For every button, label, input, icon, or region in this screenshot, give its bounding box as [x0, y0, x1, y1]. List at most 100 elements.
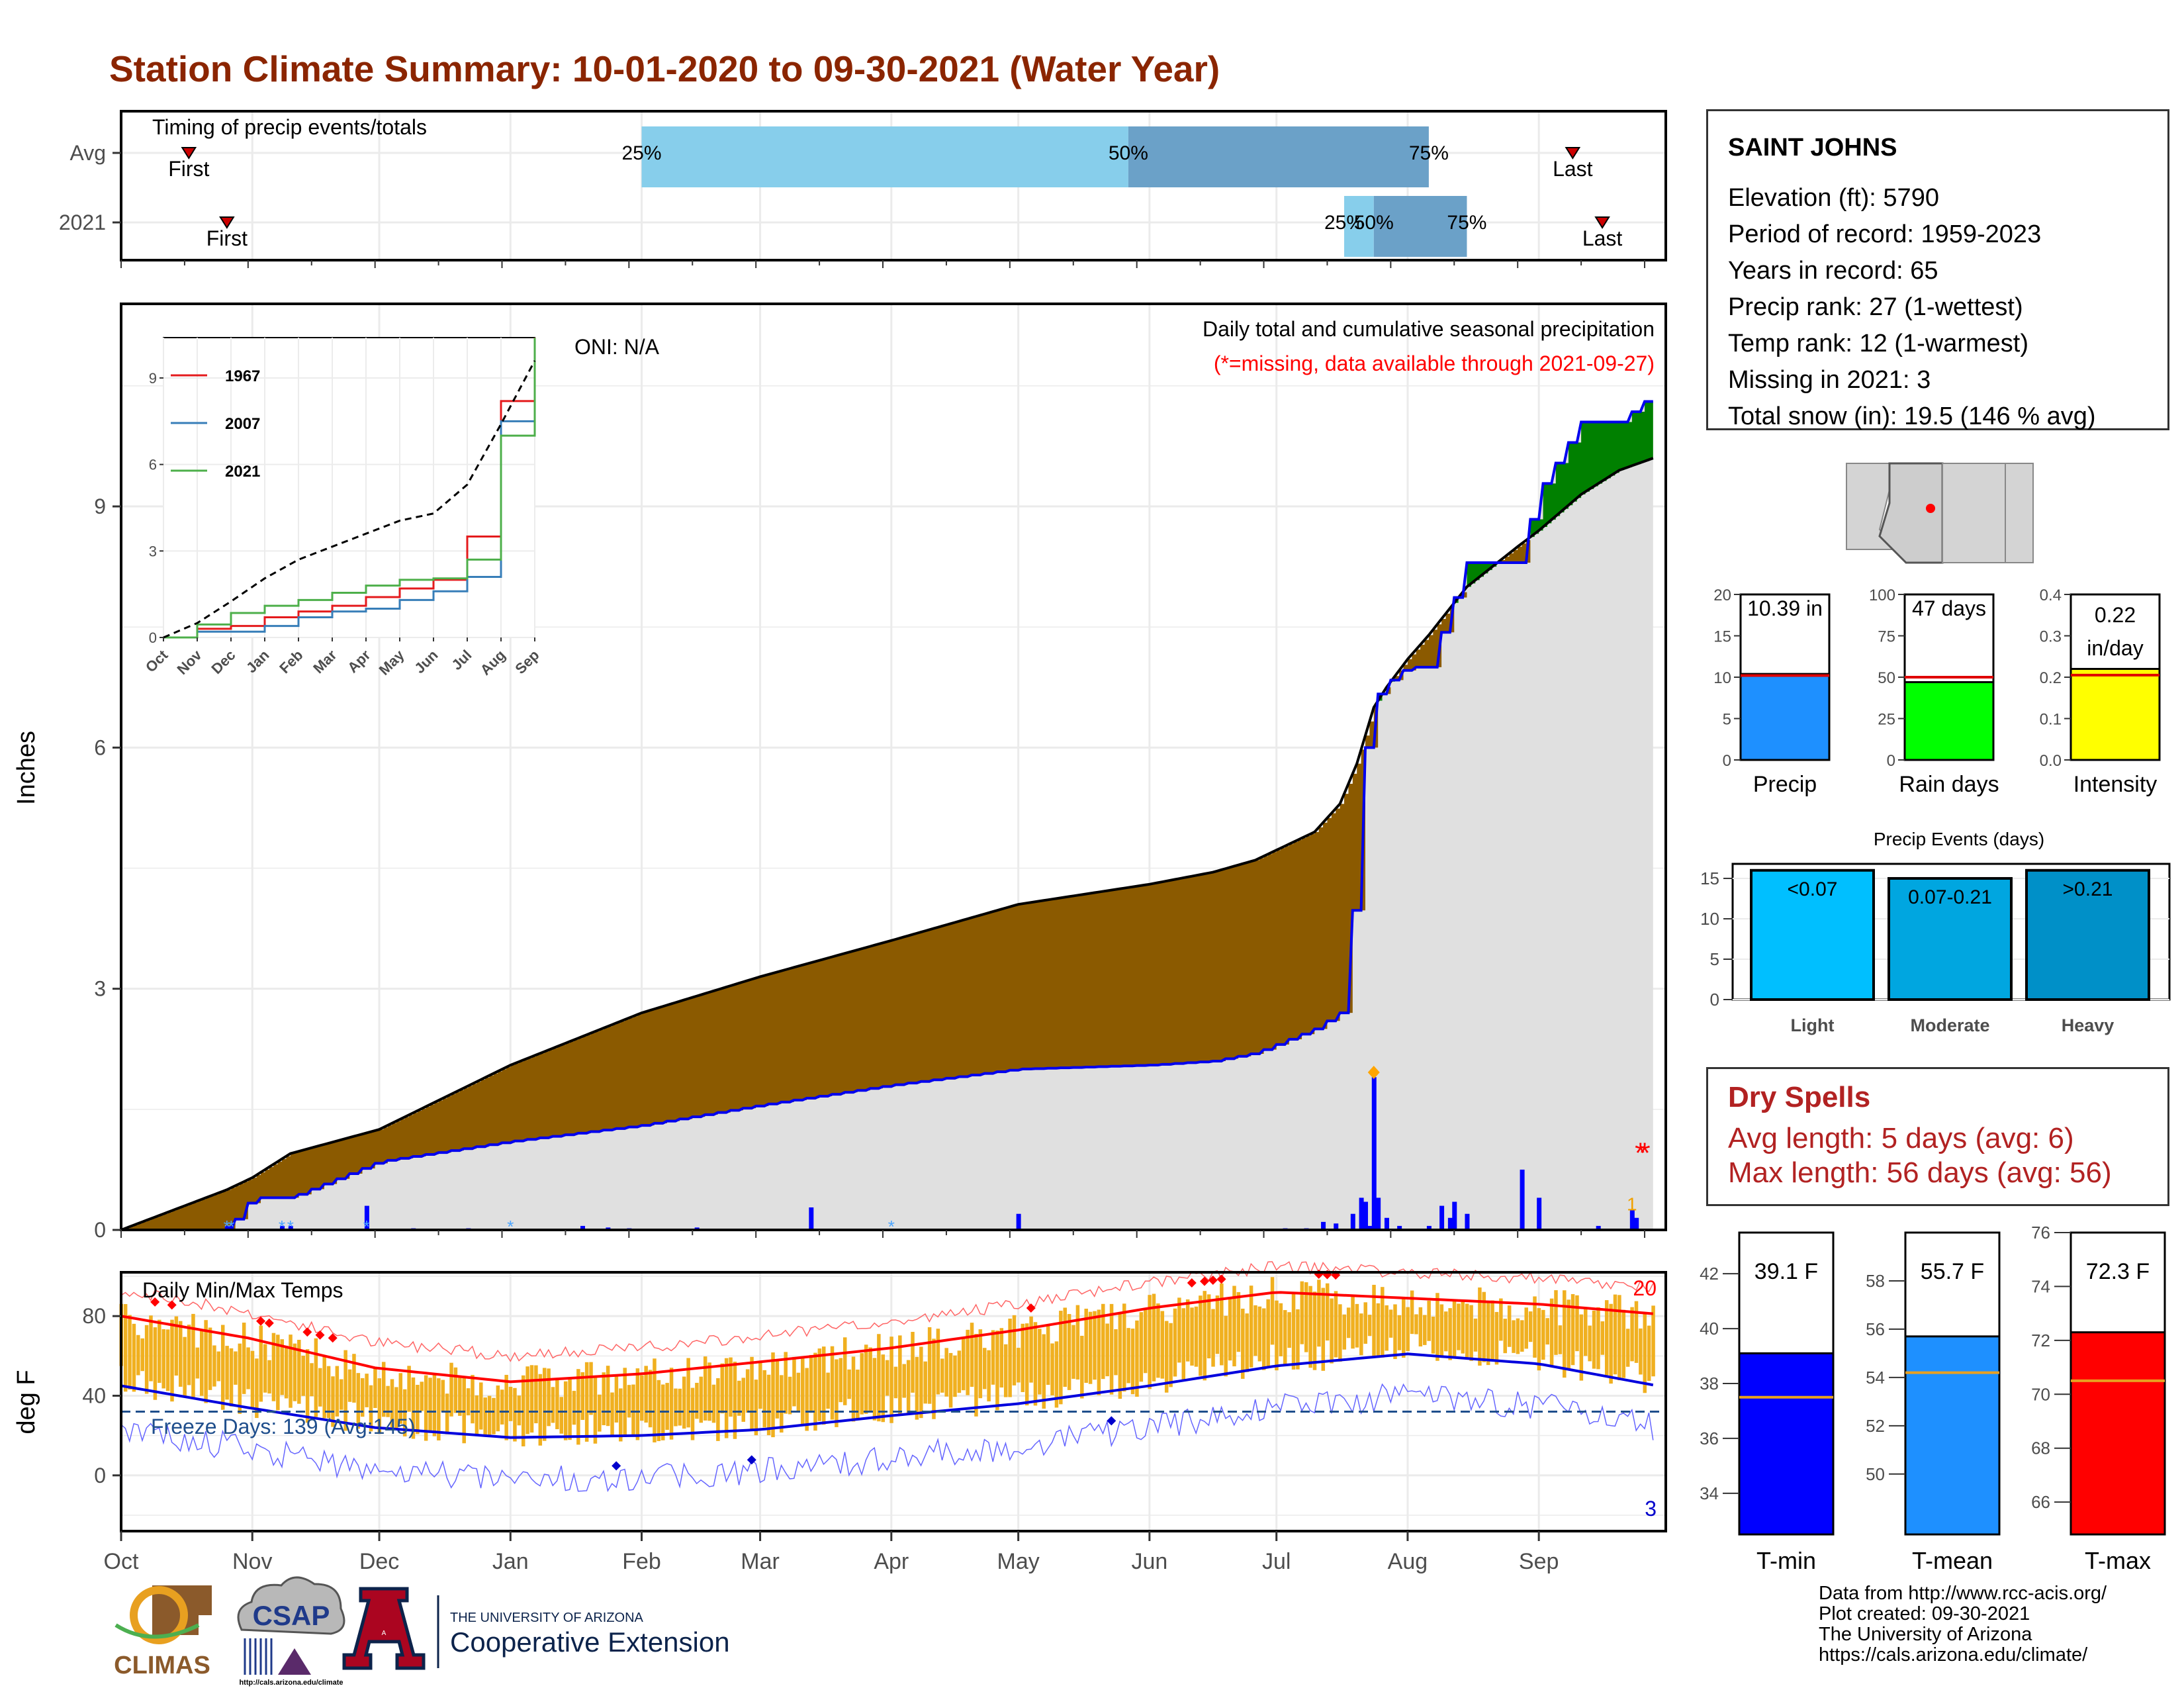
temp-daily-bar: [1245, 1313, 1249, 1372]
events-y-tick-label: 15: [1700, 868, 1719, 888]
gauge-y-tick-label: 0: [1887, 752, 1895, 770]
temp-daily-bar: [982, 1348, 987, 1389]
temp-daily-bar: [1423, 1315, 1427, 1345]
gauge-value-label: in/day: [2087, 636, 2143, 660]
temp-daily-bar: [775, 1360, 780, 1419]
precip-y-axis-label: Inches: [13, 731, 40, 805]
temp-daily-bar: [559, 1397, 564, 1434]
temp-daily-bar: [1122, 1303, 1126, 1392]
temp-daily-bar: [648, 1370, 653, 1428]
temp-daily-bar: [1427, 1300, 1431, 1341]
temp-record-high-marker: [1208, 1276, 1218, 1286]
temp-daily-bar: [289, 1335, 293, 1408]
temp-daily-bar: [1499, 1298, 1503, 1341]
climas-leaf: [114, 1623, 200, 1639]
station-info-box: SAINT JOHNS Elevation (ft): 5790 Period …: [1706, 109, 2169, 430]
temp-daily-bar: [471, 1375, 475, 1424]
temp-daily-bar: [665, 1383, 669, 1430]
temp-daily-bar: [817, 1348, 822, 1421]
precip-daily-bar: [1359, 1197, 1364, 1230]
precip-daily-bar: [1016, 1213, 1021, 1230]
temp-daily-bar: [1050, 1343, 1054, 1395]
temp-daily-bar: [1639, 1328, 1643, 1375]
dry-spells-box: Dry Spells Avg length: 5 days (avg: 6) M…: [1706, 1067, 2169, 1206]
temp-daily-bar: [995, 1331, 999, 1411]
temp-daily-bar: [653, 1358, 657, 1442]
temp-daily-bar: [623, 1368, 627, 1436]
temp-gauge-label: T-max: [2085, 1547, 2151, 1574]
events-bar-range: <0.07: [1788, 878, 1838, 900]
temp-gauge-y-tick-label: 66: [2031, 1492, 2050, 1512]
temp-daily-bar: [335, 1366, 340, 1417]
inset-series-line: [163, 338, 536, 639]
temp-daily-bar: [487, 1395, 492, 1437]
temp-daily-bar: [1029, 1316, 1033, 1383]
timing-row-label: 2021: [59, 211, 106, 234]
temp-daily-bar: [733, 1362, 737, 1439]
temp-daily-bar: [1512, 1320, 1516, 1353]
temp-daily-bar: [508, 1386, 513, 1421]
temp-daily-bar: [1300, 1281, 1304, 1344]
precip-daily-bar: [1384, 1217, 1389, 1230]
gauge-y-tick-label: 50: [1878, 669, 1895, 687]
temp-daily-bar: [1490, 1300, 1494, 1361]
temp-daily-bar: [784, 1352, 788, 1414]
temp-daily-bar: [1304, 1282, 1308, 1352]
temp-daily-bar: [1443, 1311, 1448, 1352]
temp-daily-bar: [1249, 1286, 1253, 1368]
temp-daily-bar: [741, 1378, 745, 1422]
precip-snow-marker: *: [228, 1217, 234, 1237]
temp-daily-bar: [1609, 1303, 1613, 1384]
temp-daily-bar: [462, 1376, 466, 1444]
temp-daily-bar: [1588, 1325, 1592, 1362]
temp-daily-bar: [589, 1362, 593, 1415]
temp-freeze-label: Freeze Days: 139 (Avg:145): [151, 1415, 416, 1438]
inset-series-line: [163, 346, 536, 639]
temp-daily-bar: [695, 1382, 699, 1419]
temp-daily-bar: [1232, 1286, 1236, 1367]
precip-snow-marker: *: [279, 1217, 285, 1237]
temp-daily-bar: [1173, 1308, 1177, 1377]
temp-daily-bar: [1393, 1304, 1397, 1360]
temp-daily-bar: [868, 1347, 872, 1412]
temp-daily-bar: [1126, 1328, 1130, 1383]
temp-daily-bar: [381, 1362, 386, 1417]
temp-y-tick-label: 0: [94, 1464, 106, 1487]
ua-small-text: THE UNIVERSITY OF ARIZONA: [450, 1611, 644, 1625]
precip-daily-bar: [1376, 1197, 1381, 1230]
temp-daily-bar: [1199, 1295, 1203, 1376]
gauge-bar-raindays: [1903, 681, 1995, 761]
temp-daily-bar: [1257, 1306, 1262, 1362]
timing-bar-light: [641, 126, 1128, 187]
map-state-nm: [1942, 463, 2006, 563]
temp-daily-bar: [1579, 1314, 1584, 1381]
temp-y-axis-label: deg F: [13, 1370, 40, 1434]
precip-daily-bar: [1520, 1169, 1525, 1230]
temp-daily-bar: [1359, 1313, 1363, 1356]
gauge-value-label: 47 days: [1912, 596, 1986, 620]
temp-daily-bar: [598, 1394, 602, 1432]
temp-daily-bar: [796, 1372, 801, 1413]
temp-daily-bar: [1054, 1341, 1059, 1408]
temp-daily-bar: [610, 1392, 614, 1437]
month-label: Sep: [1519, 1549, 1559, 1574]
temp-daily-bar: [437, 1378, 441, 1441]
temp-daily-bar: [801, 1358, 805, 1426]
temp-daily-bar: [1533, 1296, 1537, 1358]
temp-daily-bar: [250, 1350, 255, 1409]
temp-daily-bar: [1164, 1321, 1169, 1393]
map-station-marker: [1926, 504, 1935, 513]
temp-daily-bar: [1507, 1305, 1512, 1347]
temp-daily-bar: [1381, 1287, 1385, 1358]
precip-2021-line: [121, 400, 1653, 1231]
precip-daily-bar: [1447, 1217, 1453, 1230]
temp-daily-bar: [1275, 1300, 1279, 1371]
temp-gauge-y-tick-label: 74: [2031, 1276, 2050, 1296]
temp-daily-bar: [737, 1380, 741, 1416]
temp-daily-bar: [1190, 1307, 1194, 1366]
precip-annotation-count: 1: [1627, 1194, 1637, 1214]
station-elevation: Elevation (ft): 5790: [1728, 184, 1939, 212]
temp-daily-bar: [208, 1327, 212, 1390]
